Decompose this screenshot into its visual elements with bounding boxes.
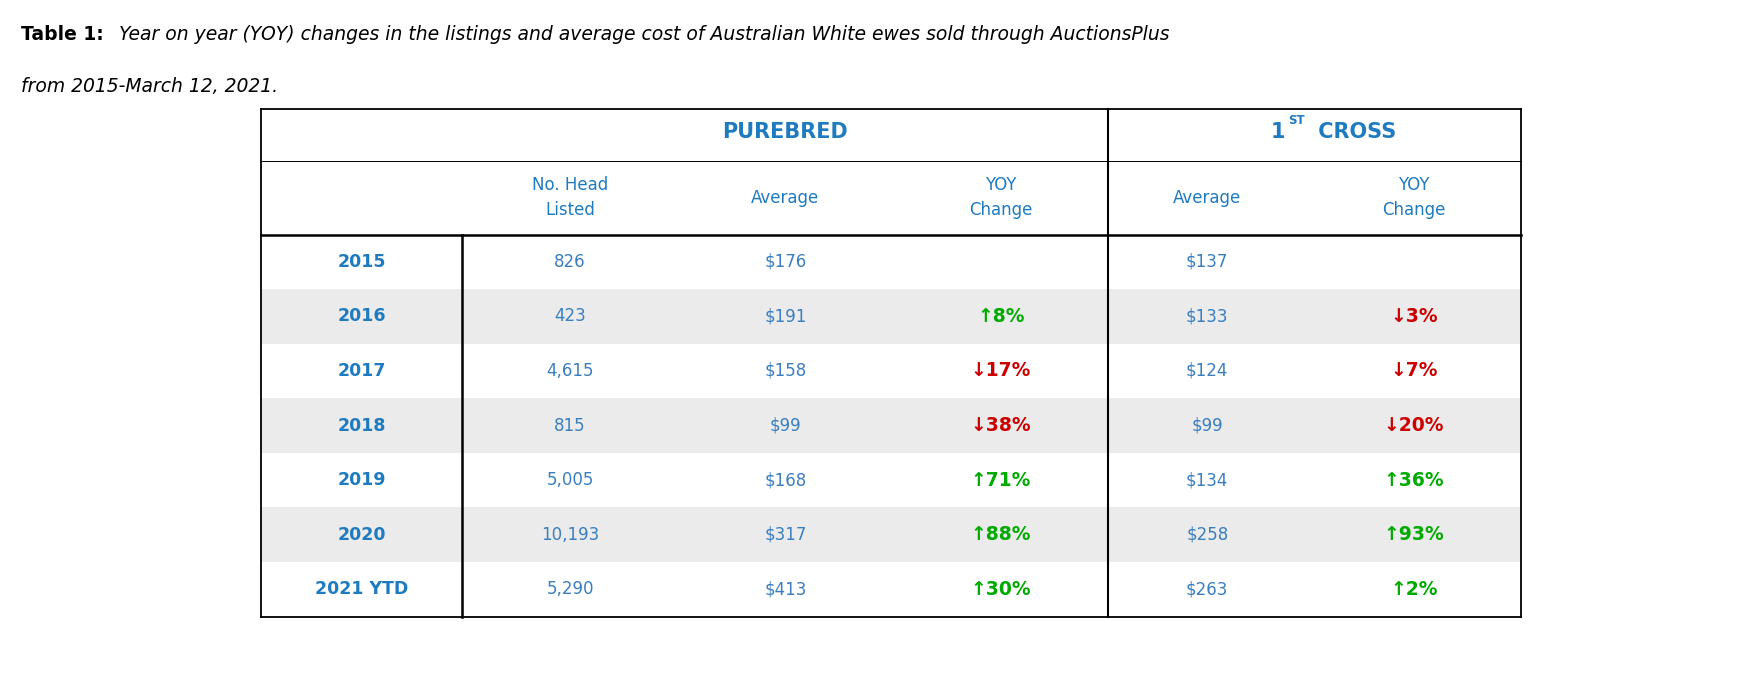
Text: $158: $158 bbox=[764, 362, 806, 380]
Text: $134: $134 bbox=[1185, 471, 1228, 489]
Text: Year on year (YOY) changes in the listings and average cost of Australian White : Year on year (YOY) changes in the listin… bbox=[113, 25, 1170, 43]
Text: 5,005: 5,005 bbox=[547, 471, 593, 489]
Text: 1: 1 bbox=[1270, 122, 1284, 142]
Text: ST: ST bbox=[1288, 114, 1304, 127]
Text: $99: $99 bbox=[769, 416, 801, 435]
Text: 2018: 2018 bbox=[337, 416, 386, 435]
Text: from 2015-March 12, 2021.: from 2015-March 12, 2021. bbox=[21, 77, 279, 96]
Text: ↓3%: ↓3% bbox=[1390, 307, 1436, 326]
Text: 2019: 2019 bbox=[337, 471, 386, 489]
Text: 4,615: 4,615 bbox=[547, 362, 593, 380]
Text: ↑71%: ↑71% bbox=[970, 470, 1030, 490]
Text: $263: $263 bbox=[1185, 580, 1228, 598]
Text: 10,193: 10,193 bbox=[540, 526, 600, 544]
Text: ↑8%: ↑8% bbox=[977, 307, 1023, 326]
Text: $191: $191 bbox=[764, 307, 806, 326]
Text: 423: 423 bbox=[554, 307, 586, 326]
Text: $124: $124 bbox=[1185, 362, 1228, 380]
Text: $317: $317 bbox=[764, 526, 806, 544]
Text: YOY
Change: YOY Change bbox=[1381, 176, 1445, 219]
Text: $176: $176 bbox=[764, 253, 806, 271]
Text: ↑93%: ↑93% bbox=[1383, 525, 1443, 545]
Text: ↓20%: ↓20% bbox=[1383, 416, 1443, 435]
Text: Average: Average bbox=[1173, 189, 1240, 206]
Text: ↑36%: ↑36% bbox=[1383, 470, 1443, 490]
Text: 2020: 2020 bbox=[337, 526, 386, 544]
Text: YOY
Change: YOY Change bbox=[968, 176, 1032, 219]
Text: ↑2%: ↑2% bbox=[1390, 580, 1436, 599]
Text: PUREBRED: PUREBRED bbox=[721, 122, 848, 142]
Text: ↓38%: ↓38% bbox=[970, 416, 1030, 435]
Text: 5,290: 5,290 bbox=[547, 580, 593, 598]
Text: ↑88%: ↑88% bbox=[970, 525, 1030, 545]
Text: $137: $137 bbox=[1185, 253, 1228, 271]
Text: 826: 826 bbox=[554, 253, 586, 271]
Text: 2017: 2017 bbox=[337, 362, 386, 380]
Text: Table 1:: Table 1: bbox=[21, 25, 104, 43]
Text: ↓7%: ↓7% bbox=[1390, 361, 1436, 381]
Text: $413: $413 bbox=[764, 580, 806, 598]
Text: No. Head
Listed: No. Head Listed bbox=[531, 176, 609, 219]
Text: $258: $258 bbox=[1185, 526, 1228, 544]
Text: $133: $133 bbox=[1185, 307, 1228, 326]
Text: Average: Average bbox=[751, 189, 818, 206]
Text: 2015: 2015 bbox=[337, 253, 386, 271]
Text: 2016: 2016 bbox=[337, 307, 386, 326]
Text: $99: $99 bbox=[1191, 416, 1222, 435]
Text: ↓17%: ↓17% bbox=[970, 361, 1030, 381]
Text: 2021 YTD: 2021 YTD bbox=[316, 580, 407, 598]
Text: $168: $168 bbox=[764, 471, 806, 489]
Text: ↑30%: ↑30% bbox=[970, 580, 1030, 599]
Text: CROSS: CROSS bbox=[1311, 122, 1395, 142]
Text: 815: 815 bbox=[554, 416, 586, 435]
